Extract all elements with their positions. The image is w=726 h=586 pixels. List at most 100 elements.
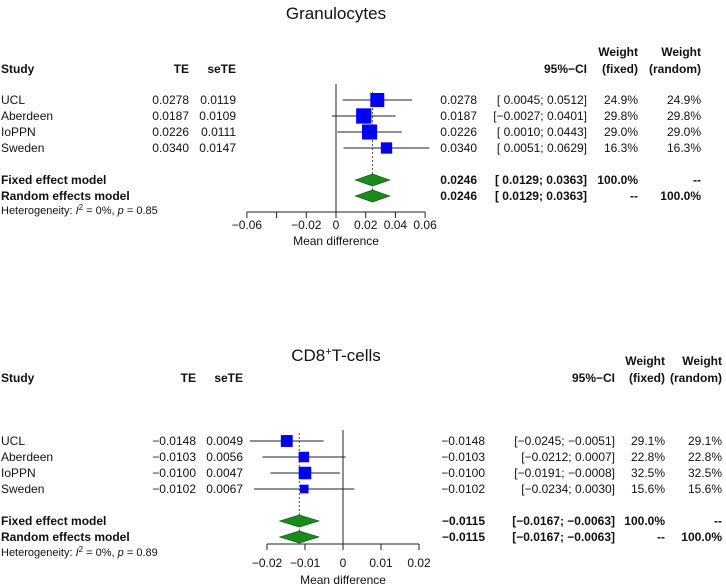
heterogeneity-part: Heterogeneity: (1, 547, 76, 559)
model-weight-fixed: -- (657, 530, 665, 544)
heterogeneity-text: Heterogeneity: I2 = 0%, p = 0.85 (1, 203, 158, 218)
heterogeneity-part: = 0.89 (124, 547, 158, 559)
model-te: 0.0246 (440, 173, 477, 187)
study-sete: 0.0111 (201, 125, 236, 139)
model-weight-fixed: -- (630, 189, 638, 203)
study-name: UCL (1, 93, 25, 107)
heterogeneity-part: = 0%, (83, 205, 118, 217)
study-weight-random: 22.8% (688, 450, 722, 464)
model-name: Fixed effect model (1, 173, 106, 187)
header-study: Study (1, 62, 35, 76)
study-sete: 0.0049 (206, 434, 243, 448)
study-te: −0.0102 (152, 482, 196, 496)
study-ci: [−0.0212; 0.0007] (521, 450, 615, 464)
forest-panel-2: CD8+T-cells Weight Weight Study TE seTE 95%−CI… (1, 346, 722, 586)
model-name: Random effects model (1, 189, 130, 203)
study-te-right: −0.0100 (441, 466, 485, 480)
study-te: 0.0278 (152, 93, 189, 107)
heterogeneity-part: Heterogeneity: (1, 205, 76, 217)
model-name: Random effects model (1, 530, 130, 544)
model-diamond (354, 189, 391, 203)
study-weight-fixed: 22.8% (631, 450, 665, 464)
panel-title: CD8+T-cells (291, 346, 381, 365)
study-sete: 0.0147 (199, 141, 236, 155)
model-weight-fixed: 100.0% (624, 514, 665, 528)
heterogeneity-part: 2 (79, 203, 84, 212)
header-random: (random) (649, 62, 701, 76)
title-part: CD8 (291, 346, 325, 365)
model-weight-random: 100.0% (681, 530, 722, 544)
study-sete: 0.0109 (199, 109, 236, 123)
x-tick-label: 0.02 (354, 218, 378, 232)
model-te: −0.0115 (442, 530, 485, 544)
model-te: 0.0246 (440, 189, 477, 203)
header-te: TE (181, 371, 196, 385)
study-name: UCL (1, 434, 25, 448)
x-axis-label: Mean difference (293, 234, 379, 248)
model-ci: [ 0.0129; 0.0363] (495, 173, 587, 187)
heterogeneity-part: p (117, 547, 124, 559)
header-study: Study (1, 371, 35, 385)
study-te-right: −0.0148 (441, 434, 485, 448)
model-te: −0.0115 (442, 514, 485, 528)
model-diamond (278, 530, 321, 544)
study-sete: 0.0047 (206, 466, 243, 480)
heterogeneity-part: p (117, 205, 124, 217)
model-diamond (354, 173, 391, 187)
study-te: 0.0187 (152, 109, 189, 123)
x-tick-label: 0.01 (369, 556, 393, 570)
heterogeneity-part: = 0%, (83, 547, 118, 559)
study-ci: [ 0.0010; 0.0443] (497, 125, 587, 139)
study-weight-fixed: 15.6% (631, 482, 665, 496)
x-tick-label: 0.02 (407, 556, 431, 570)
study-ci: [−0.0234; 0.0030] (521, 482, 615, 496)
study-te: −0.0148 (152, 434, 196, 448)
study-te: −0.0100 (152, 466, 196, 480)
study-name: Aberdeen (1, 450, 53, 464)
header-sete: seTE (207, 62, 236, 76)
study-te-right: 0.0278 (440, 93, 477, 107)
heterogeneity-part: I (76, 547, 79, 559)
study-weight-random: 29.0% (667, 125, 701, 139)
study-weight-fixed: 29.0% (604, 125, 638, 139)
study-weight-fixed: 29.8% (604, 109, 638, 123)
x-tick-label: 0.04 (384, 218, 408, 232)
model-diamond (278, 514, 321, 528)
study-name: Aberdeen (1, 109, 53, 123)
model-weight-fixed: 100.0% (597, 173, 638, 187)
study-ci: [ 0.0045; 0.0512] (497, 93, 587, 107)
study-name: IoPPN (1, 466, 36, 480)
study-weight-random: 15.6% (688, 482, 722, 496)
study-weight-random: 24.9% (667, 93, 701, 107)
header-weight-fixed: Weight (625, 354, 665, 368)
study-name: Sweden (1, 141, 44, 155)
x-tick-label: −0.02 (252, 556, 283, 570)
heterogeneity-part: = 0.85 (124, 205, 158, 217)
study-ci: [−0.0191; −0.0008] (514, 466, 615, 480)
model-ci: [−0.0167; −0.0063] (512, 530, 615, 544)
model-ci: [−0.0167; −0.0063] (512, 514, 615, 528)
study-weight-fixed: 32.5% (631, 466, 665, 480)
model-weight-random: -- (714, 514, 722, 528)
study-sete: 0.0056 (206, 450, 243, 464)
study-weight-random: 32.5% (688, 466, 722, 480)
study-weight-random: 29.8% (667, 109, 701, 123)
header-te: TE (174, 62, 189, 76)
title-part: T-cells (332, 346, 381, 365)
study-sete: 0.0067 (206, 482, 243, 496)
study-te: 0.0226 (152, 125, 189, 139)
x-tick-label: −0.02 (291, 218, 322, 232)
header-ci: 95%−CI (572, 371, 615, 385)
forest-panel-1: Granulocytes Weight Weight Study TE seTE 95%−C… (1, 4, 701, 248)
study-te-right: −0.0103 (441, 450, 485, 464)
study-name: IoPPN (1, 125, 36, 139)
header-ci: 95%−CI (544, 62, 587, 76)
study-te: 0.0340 (152, 141, 189, 155)
panel-title: Granulocytes (286, 4, 386, 23)
study-sete: 0.0119 (200, 93, 236, 107)
study-ci: [−0.0245; −0.0051] (514, 434, 615, 448)
header-fixed: (fixed) (629, 371, 665, 385)
model-name: Fixed effect model (1, 514, 106, 528)
heterogeneity-part: 2 (79, 545, 84, 554)
heterogeneity-part: I (76, 205, 79, 217)
